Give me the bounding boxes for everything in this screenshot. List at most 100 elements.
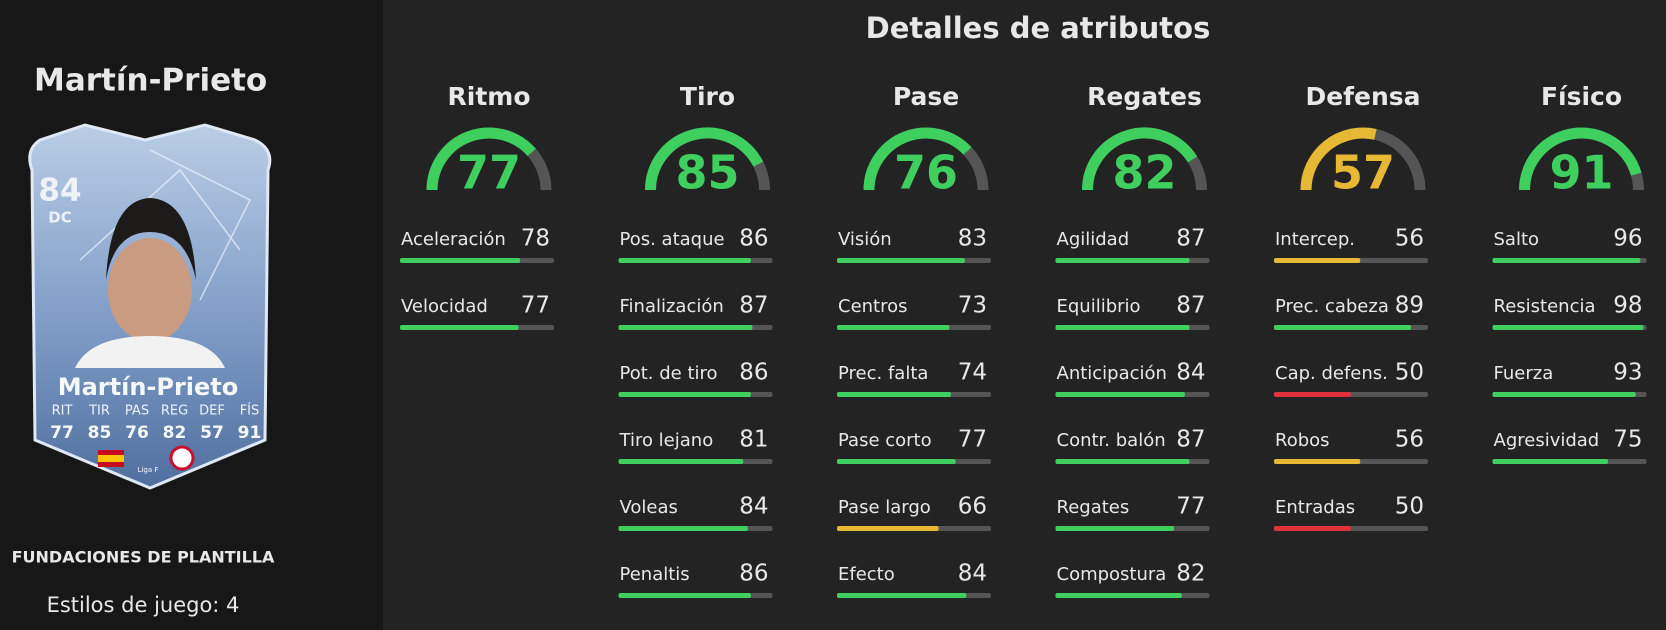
bar-fill bbox=[1055, 325, 1190, 330]
bar-fill bbox=[1055, 459, 1190, 464]
attribute-value: 84 bbox=[1176, 360, 1205, 386]
attribute-name: Entradas bbox=[1275, 497, 1355, 518]
card-stat-value: 77 bbox=[50, 423, 74, 443]
attribute-name: Contr. balón bbox=[1057, 430, 1166, 451]
card-league: Liga F bbox=[138, 466, 159, 474]
attribute-value: 81 bbox=[739, 427, 768, 453]
card-rating: 84 bbox=[38, 173, 81, 209]
attribute-value: 74 bbox=[958, 360, 987, 386]
attribute-name: Pase corto bbox=[838, 430, 932, 451]
attribute-value: 86 bbox=[739, 226, 768, 252]
category-value: 82 bbox=[1112, 146, 1176, 200]
attribute-name: Efecto bbox=[838, 564, 895, 585]
card-name: Martín-Prieto bbox=[58, 373, 239, 401]
attribute-name: Penaltis bbox=[620, 564, 690, 585]
bar-fill bbox=[1274, 325, 1412, 330]
category-value: 91 bbox=[1549, 146, 1613, 200]
card-stat-value: 82 bbox=[163, 423, 187, 443]
bar-fill bbox=[1274, 392, 1351, 397]
category-name: Tiro bbox=[680, 82, 735, 111]
card-position: DC bbox=[48, 209, 71, 227]
bar-fill bbox=[1055, 526, 1175, 531]
category-name: Pase bbox=[893, 82, 959, 111]
attribute-name: Aceleración bbox=[401, 229, 506, 250]
bar-fill bbox=[837, 392, 951, 397]
attribute-name: Finalización bbox=[620, 296, 724, 317]
attribute-value: 73 bbox=[958, 293, 987, 319]
bar-fill bbox=[618, 593, 751, 598]
attribute-value: 87 bbox=[1176, 293, 1205, 319]
gauge-fill bbox=[1519, 127, 1642, 191]
bar-fill bbox=[618, 392, 751, 397]
category-value: 76 bbox=[894, 146, 958, 200]
card-stat-label: DEF bbox=[199, 404, 225, 419]
attribute-value: 75 bbox=[1613, 427, 1642, 453]
player-name: Martín-Prieto bbox=[34, 63, 267, 99]
attribute-value: 89 bbox=[1395, 293, 1424, 319]
attribute-value: 50 bbox=[1395, 360, 1424, 386]
card-stat-value: 85 bbox=[88, 423, 112, 443]
attribute-name: Centros bbox=[838, 296, 908, 317]
attribute-name: Pase largo bbox=[838, 497, 931, 518]
attribute-value: 93 bbox=[1613, 360, 1642, 386]
attribute-value: 77 bbox=[521, 293, 550, 319]
attribute-name: Intercep. bbox=[1275, 229, 1355, 250]
bar-fill bbox=[1055, 258, 1190, 263]
attribute-value: 50 bbox=[1395, 494, 1424, 520]
card-stat-value: 57 bbox=[200, 423, 224, 443]
attribute-name: Pos. ataque bbox=[620, 229, 725, 250]
gauge-fill bbox=[863, 127, 972, 191]
attribute-name: Anticipación bbox=[1057, 363, 1167, 384]
bar-fill bbox=[1274, 258, 1361, 263]
bar-fill bbox=[400, 325, 519, 330]
bar-fill bbox=[837, 459, 956, 464]
category-name: Físico bbox=[1541, 82, 1622, 111]
bar-fill bbox=[837, 258, 965, 263]
gauge-fill bbox=[645, 127, 764, 191]
bar-fill bbox=[1274, 459, 1361, 464]
attribute-value: 56 bbox=[1395, 226, 1424, 252]
attribute-value: 83 bbox=[958, 226, 987, 252]
gauge-fill bbox=[1300, 127, 1377, 191]
gauge-fill bbox=[426, 127, 536, 191]
bar-fill bbox=[1055, 593, 1182, 598]
gauge-fill bbox=[1082, 127, 1198, 191]
attribute-value: 84 bbox=[958, 561, 987, 587]
attribute-value: 77 bbox=[1176, 494, 1205, 520]
category-name: Ritmo bbox=[448, 82, 531, 111]
attribute-name: Tiro lejano bbox=[619, 430, 714, 451]
squad-label: FUNDACIONES DE PLANTILLA bbox=[12, 548, 275, 567]
attribute-name: Cap. defens. bbox=[1275, 363, 1388, 384]
right-panel bbox=[383, 0, 1666, 630]
attribute-value: 87 bbox=[1176, 226, 1205, 252]
card-stat-label: REG bbox=[161, 404, 188, 419]
bar-fill bbox=[1492, 325, 1644, 330]
attribute-name: Regates bbox=[1057, 497, 1130, 518]
attribute-value: 98 bbox=[1613, 293, 1642, 319]
bar-fill bbox=[1492, 392, 1636, 397]
attribute-value: 96 bbox=[1613, 226, 1642, 252]
bar-fill bbox=[618, 258, 751, 263]
attribute-name: Fuerza bbox=[1494, 363, 1554, 384]
bar-fill bbox=[837, 593, 967, 598]
category-value: 57 bbox=[1331, 146, 1395, 200]
attribute-value: 86 bbox=[739, 360, 768, 386]
card-stat-label: RIT bbox=[52, 404, 73, 419]
bar-fill bbox=[1274, 526, 1351, 531]
bar-fill bbox=[1492, 459, 1608, 464]
attribute-value: 86 bbox=[739, 561, 768, 587]
attribute-value: 78 bbox=[521, 226, 550, 252]
attribute-value: 82 bbox=[1176, 561, 1205, 587]
bar-fill bbox=[618, 325, 753, 330]
attribute-name: Agresividad bbox=[1494, 430, 1600, 451]
bar-fill bbox=[400, 258, 521, 263]
card-stat-value: 76 bbox=[125, 423, 149, 443]
card-stat-label: TIR bbox=[88, 404, 110, 419]
attribute-value: 87 bbox=[739, 293, 768, 319]
attribute-name: Visión bbox=[838, 229, 892, 250]
attribute-name: Prec. cabeza bbox=[1275, 296, 1389, 317]
attribute-value: 77 bbox=[958, 427, 987, 453]
section-title: Detalles de atributos bbox=[866, 11, 1211, 45]
attribute-name: Resistencia bbox=[1494, 296, 1596, 317]
